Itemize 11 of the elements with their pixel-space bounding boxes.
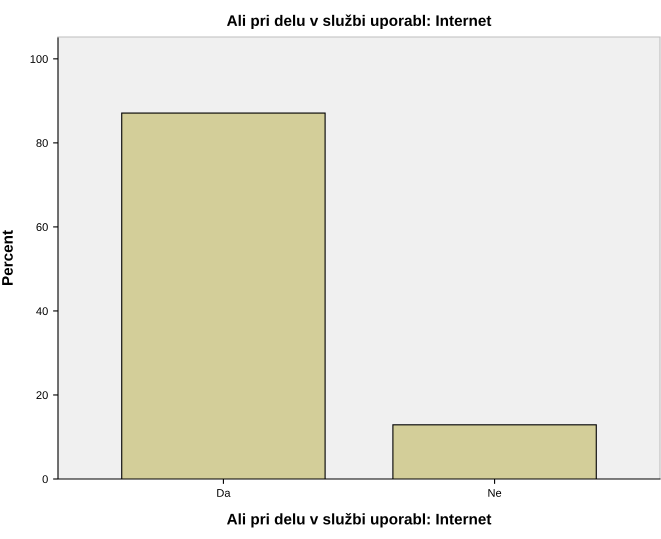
y-tick-label: 80 (36, 139, 48, 148)
y-tick-label: 40 (36, 307, 48, 316)
y-tick-label: 20 (36, 391, 48, 400)
y-tick-label: 60 (36, 223, 48, 232)
y-axis-title: Percent (2, 230, 13, 285)
x-tick-label: Ne (488, 489, 502, 497)
chart-title: Ali pri delu v službi uporabl: Internet (226, 14, 492, 30)
x-tick-label: Da (217, 489, 231, 497)
y-tick-label: 100 (30, 55, 48, 63)
y-tick-label: 0 (42, 475, 48, 484)
x-axis-title: Ali pri delu v službi uporabl: Internet (226, 512, 492, 528)
